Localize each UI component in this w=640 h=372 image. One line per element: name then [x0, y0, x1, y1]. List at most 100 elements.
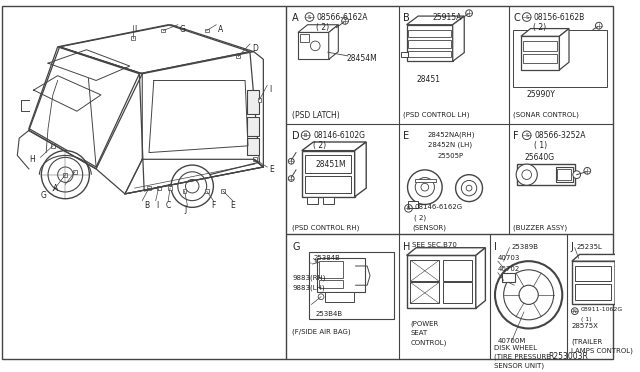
Bar: [523, 54, 557, 63]
Text: (POWER: (POWER: [410, 321, 438, 327]
Bar: [305, 176, 351, 193]
Text: 25990Y: 25990Y: [527, 90, 556, 99]
Bar: [147, 186, 151, 190]
Text: N: N: [573, 309, 577, 314]
Bar: [572, 261, 615, 304]
Bar: [410, 282, 439, 304]
Polygon shape: [615, 254, 623, 304]
Polygon shape: [476, 248, 485, 308]
Bar: [131, 36, 134, 40]
Text: 08566-3252A: 08566-3252A: [534, 131, 586, 140]
Text: (PSD CONTROL RH): (PSD CONTROL RH): [292, 225, 360, 231]
Bar: [247, 117, 259, 136]
Bar: [517, 164, 575, 185]
Text: I: I: [269, 85, 271, 94]
Text: 08146-6102G: 08146-6102G: [314, 131, 365, 140]
Bar: [302, 151, 355, 197]
Bar: [319, 261, 343, 279]
Text: H: H: [29, 155, 35, 164]
Text: C: C: [165, 201, 171, 210]
Polygon shape: [559, 29, 569, 70]
Text: 25389B: 25389B: [511, 244, 538, 250]
Text: B: B: [403, 13, 410, 23]
Text: B: B: [304, 133, 307, 138]
Text: 28575X: 28575X: [572, 323, 599, 329]
Text: 28452NA(RH): 28452NA(RH): [428, 131, 476, 138]
Text: 9883(LH): 9883(LH): [292, 284, 325, 291]
Bar: [319, 280, 343, 288]
Polygon shape: [572, 254, 623, 261]
Bar: [557, 169, 571, 180]
Bar: [410, 260, 439, 281]
Text: E: E: [403, 131, 409, 141]
Bar: [502, 273, 515, 282]
Text: C: C: [513, 13, 520, 23]
Text: (TIRE PRESSURE: (TIRE PRESSURE: [494, 353, 550, 360]
Circle shape: [42, 151, 90, 199]
Text: ( 2): ( 2): [316, 23, 330, 32]
Bar: [161, 29, 165, 32]
Circle shape: [456, 175, 483, 202]
Text: 25640G: 25640G: [525, 153, 555, 161]
Text: G: G: [292, 242, 300, 252]
Bar: [298, 32, 329, 60]
Polygon shape: [29, 47, 140, 167]
Text: E: E: [269, 165, 274, 174]
Bar: [408, 201, 418, 208]
Text: 08146-6162G: 08146-6162G: [414, 205, 462, 211]
Polygon shape: [58, 25, 250, 74]
Bar: [300, 34, 310, 42]
Text: (SENSOR): (SENSOR): [412, 225, 446, 231]
Text: B: B: [144, 201, 149, 210]
Bar: [521, 36, 559, 70]
Polygon shape: [140, 52, 259, 191]
Bar: [575, 284, 611, 299]
Bar: [406, 25, 452, 61]
Text: 28454M: 28454M: [346, 54, 377, 62]
Bar: [575, 266, 611, 281]
Polygon shape: [355, 142, 366, 197]
Text: S: S: [525, 133, 528, 138]
Bar: [205, 189, 209, 193]
Bar: [236, 55, 240, 58]
Text: F: F: [211, 201, 216, 210]
Text: 28451: 28451: [416, 75, 440, 84]
Bar: [307, 197, 318, 205]
Bar: [63, 173, 67, 177]
Text: SEE SEC.B70: SEE SEC.B70: [412, 242, 457, 248]
Text: H: H: [403, 242, 410, 252]
Bar: [205, 29, 209, 32]
Text: 253B4B: 253B4B: [316, 311, 342, 317]
Bar: [513, 29, 607, 87]
Text: ( 2): ( 2): [534, 23, 547, 32]
Text: ( 2): ( 2): [414, 214, 426, 221]
Polygon shape: [521, 29, 569, 36]
Text: D: D: [292, 131, 300, 141]
Text: A: A: [53, 184, 58, 193]
Text: DISK WHEEL: DISK WHEEL: [494, 345, 537, 351]
Bar: [443, 260, 472, 281]
Bar: [317, 258, 365, 292]
Polygon shape: [329, 25, 339, 60]
Text: 40700M: 40700M: [498, 338, 526, 344]
Bar: [523, 41, 557, 51]
Polygon shape: [302, 142, 366, 151]
Text: D: D: [252, 44, 258, 53]
Bar: [408, 51, 451, 57]
Text: S: S: [525, 15, 528, 20]
Text: I: I: [134, 25, 137, 34]
Bar: [408, 29, 451, 37]
Bar: [408, 40, 451, 48]
Text: B: B: [407, 206, 410, 211]
Text: (TRAILER: (TRAILER: [571, 338, 602, 344]
Text: 25235L: 25235L: [577, 244, 603, 250]
Text: LAMPS CONTROL): LAMPS CONTROL): [571, 348, 633, 354]
Bar: [257, 98, 261, 102]
Bar: [253, 157, 257, 161]
Bar: [182, 189, 186, 193]
Circle shape: [495, 261, 563, 328]
Bar: [51, 144, 55, 148]
Bar: [73, 170, 77, 174]
Circle shape: [408, 170, 442, 205]
Polygon shape: [406, 16, 464, 25]
